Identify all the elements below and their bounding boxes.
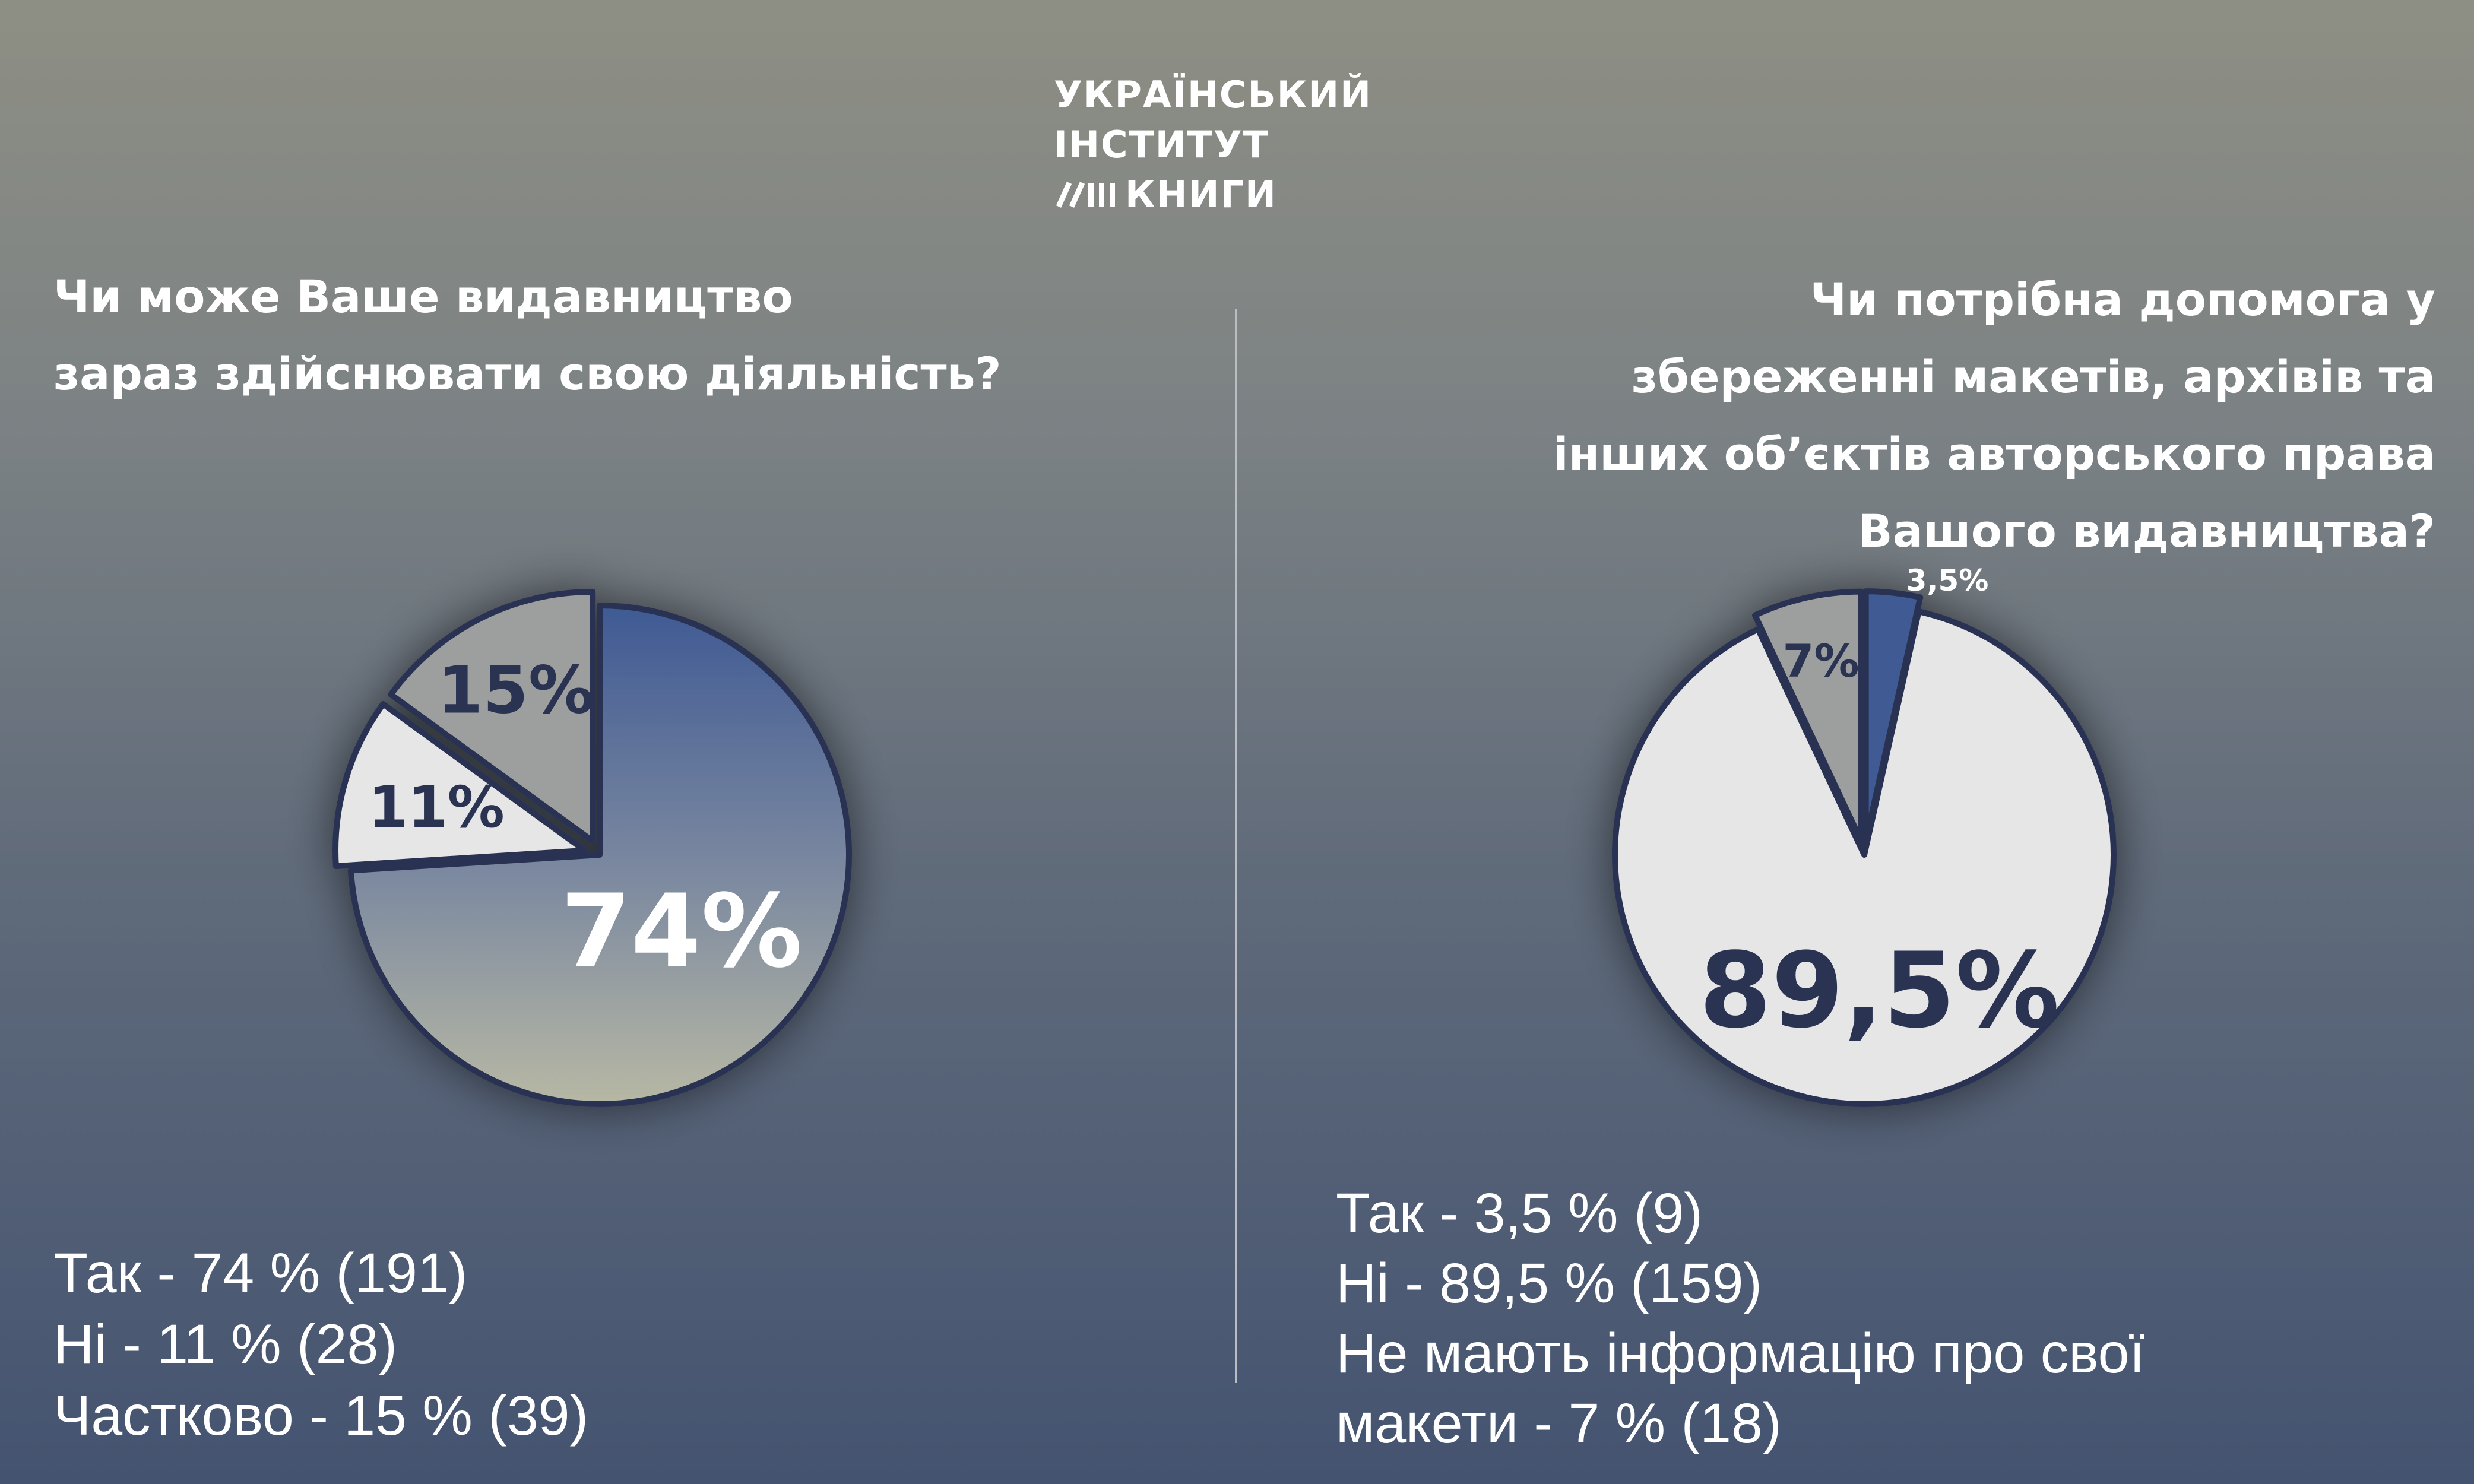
right-pie-label-1: 89,5% (1699, 931, 2060, 1051)
right-legend-item-unknown-2: макети - 7 % (18) (1336, 1392, 1782, 1455)
right-question-line-4: Вашого видавництва? (1858, 505, 2435, 557)
right-pie-label-2: 7% (1782, 635, 1859, 687)
right-question-line-1: Чи потрібна допомога у (1810, 273, 2435, 326)
left-pie-slice-2 (388, 588, 596, 844)
logo-mark-icon (1056, 182, 1115, 208)
right-question: Чи потрібна допомога у збереженні макеті… (1248, 261, 2435, 570)
right-pie-slice-1 (1612, 608, 2117, 1107)
right-pie-label-0: 3,5% (1906, 563, 1989, 598)
right-legend: Так - 3,5 % (9) Ні - 89,5 % (159) Не маю… (1336, 1178, 2145, 1458)
left-legend: Так - 74 % (191) Ні - 11 % (28) Частково… (53, 1238, 588, 1451)
right-pie-slice-2 (1751, 588, 1864, 844)
right-question-line-3: інших об’єктів авторського права (1553, 427, 2435, 480)
left-pie-label-0: 74% (560, 873, 802, 990)
left-question-line-1: Чи може Ваше видавництво (53, 270, 793, 323)
logo-line-3: КНИГИ (1125, 173, 1277, 216)
right-pie-chart: 3,5% 89,5% 7% (1612, 563, 2117, 1107)
left-pie-slice-1 (332, 700, 588, 870)
left-legend-item-yes: Так - 74 % (191) (53, 1242, 468, 1305)
left-legend-item-partly: Частково - 15 % (39) (53, 1384, 589, 1447)
left-legend-item-no: Ні - 11 % (28) (53, 1313, 397, 1376)
right-legend-item-no: Ні - 89,5 % (159) (1336, 1252, 1763, 1315)
right-legend-item-unknown-1: Не мають інформацію про свої (1336, 1322, 2145, 1385)
left-pie-label-1: 11% (368, 774, 505, 841)
left-question: Чи може Ваше видавництво зараз здійснюва… (53, 258, 1181, 413)
logo: УКРАЇНСЬКИЙ ІНСТИТУТ КНИГИ (1054, 70, 1372, 220)
center-divider (1235, 309, 1237, 1383)
logo-line-1: УКРАЇНСЬКИЙ (1054, 73, 1373, 116)
left-question-line-2: зараз здійснювати свою діяльність? (53, 347, 1002, 400)
right-legend-item-yes: Так - 3,5 % (9) (1336, 1182, 1703, 1245)
left-pie-chart: 74% 11% 15% (332, 588, 852, 1107)
left-pie-label-2: 15% (438, 652, 594, 728)
logo-line-2: ІНСТИТУТ (1054, 123, 1270, 166)
left-pie-slice-0 (347, 603, 852, 1107)
right-question-line-2: збереженні макетів, архівів та (1631, 350, 2435, 403)
